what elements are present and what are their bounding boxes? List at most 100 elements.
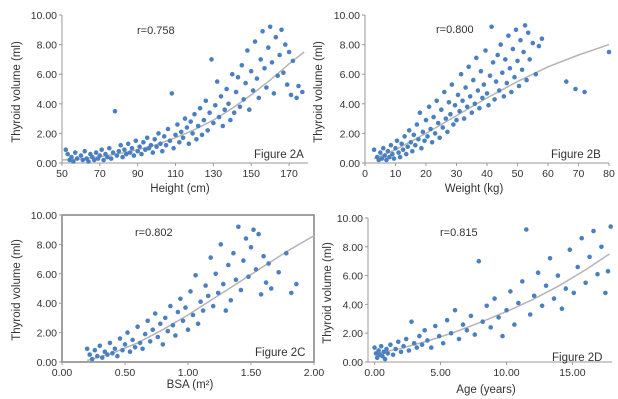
data-point bbox=[87, 352, 92, 357]
data-point bbox=[513, 27, 519, 33]
data-point bbox=[178, 129, 184, 135]
x-axis-title: Age (years) bbox=[456, 384, 516, 396]
data-point bbox=[163, 315, 168, 321]
data-point bbox=[605, 269, 611, 274]
data-point bbox=[228, 298, 234, 303]
data-point bbox=[371, 147, 377, 152]
data-point bbox=[456, 336, 462, 342]
data-point bbox=[378, 150, 383, 155]
data-point bbox=[186, 141, 192, 147]
data-point bbox=[405, 144, 411, 149]
data-point bbox=[464, 328, 470, 333]
y-axis-title: Thyroid volume (ml) bbox=[313, 41, 325, 143]
data-point bbox=[543, 283, 549, 289]
x-axis-title: Height (cm) bbox=[150, 183, 210, 195]
data-point bbox=[150, 150, 156, 155]
data-point bbox=[501, 94, 507, 99]
data-point bbox=[199, 132, 205, 138]
y-tick-label: 2.00 bbox=[37, 128, 58, 140]
data-point bbox=[422, 328, 428, 333]
data-point bbox=[466, 64, 472, 70]
data-point bbox=[115, 353, 120, 359]
data-point bbox=[207, 110, 212, 115]
data-point bbox=[203, 283, 208, 288]
data-point bbox=[483, 48, 488, 53]
data-point bbox=[122, 147, 127, 152]
data-point bbox=[428, 126, 433, 132]
data-point bbox=[163, 142, 169, 148]
data-point bbox=[409, 319, 414, 325]
panel-2c: 0.00 2.00 4.00 6.00 8.00 10.00 0.00 0.50 1.00 1.5… bbox=[11, 210, 324, 391]
data-point bbox=[455, 92, 461, 98]
data-point bbox=[248, 68, 254, 74]
data-point bbox=[195, 321, 201, 327]
data-point bbox=[460, 322, 466, 327]
x-tick-label: 30 bbox=[451, 168, 463, 180]
data-point bbox=[488, 325, 494, 330]
data-point bbox=[137, 144, 142, 149]
data-point bbox=[452, 307, 458, 313]
data-point bbox=[118, 142, 123, 148]
data-point bbox=[397, 154, 403, 160]
x-tick-label: 0 bbox=[362, 168, 368, 180]
data-point bbox=[84, 346, 90, 352]
data-point bbox=[158, 141, 163, 147]
x-tick-label: 80 bbox=[603, 168, 615, 180]
data-point bbox=[498, 42, 504, 47]
data-point bbox=[266, 261, 271, 266]
data-point bbox=[220, 123, 226, 129]
y-tick-label: 10.00 bbox=[334, 10, 360, 22]
data-point bbox=[476, 258, 482, 264]
data-point bbox=[261, 253, 266, 259]
data-point bbox=[112, 108, 118, 114]
data-point bbox=[469, 110, 475, 115]
data-point bbox=[500, 333, 505, 339]
data-point bbox=[135, 324, 140, 330]
data-point bbox=[281, 70, 286, 75]
y-tick-label: 8.00 bbox=[37, 40, 58, 52]
data-point bbox=[131, 153, 137, 158]
data-point bbox=[515, 58, 520, 64]
x-tick-label: 150 bbox=[242, 168, 260, 180]
data-point bbox=[218, 94, 224, 99]
data-point bbox=[72, 150, 78, 155]
y-tick-label: 8.00 bbox=[343, 242, 364, 254]
data-point bbox=[390, 151, 395, 157]
data-point bbox=[547, 255, 553, 261]
data-point bbox=[414, 122, 420, 127]
data-point bbox=[419, 342, 425, 348]
x-tick-label: 50 bbox=[56, 168, 68, 180]
data-point bbox=[429, 140, 435, 145]
data-point bbox=[432, 131, 438, 136]
data-points bbox=[371, 23, 612, 163]
data-point bbox=[384, 157, 389, 163]
data-point bbox=[110, 350, 115, 356]
data-point bbox=[71, 159, 76, 164]
data-point bbox=[388, 342, 393, 348]
data-point bbox=[177, 140, 182, 145]
data-point bbox=[518, 37, 523, 43]
data-point bbox=[214, 79, 220, 84]
data-point bbox=[231, 250, 236, 256]
data-point bbox=[520, 279, 525, 284]
data-point bbox=[154, 144, 159, 149]
data-point bbox=[506, 33, 511, 38]
data-point bbox=[127, 150, 133, 155]
data-point bbox=[273, 34, 279, 40]
data-point bbox=[288, 92, 294, 98]
x-tick-label: 0.50 bbox=[115, 367, 136, 379]
y-tick-label: 6.00 bbox=[340, 69, 361, 81]
data-point bbox=[173, 132, 178, 138]
data-point bbox=[266, 45, 271, 50]
data-point bbox=[78, 153, 84, 158]
data-point bbox=[507, 66, 513, 71]
data-point bbox=[436, 333, 442, 339]
data-point bbox=[284, 82, 290, 87]
panel-2b: 0.00 2.00 4.00 6.00 8.00 10.00 0 10 20 30 40 50 60 70… bbox=[313, 10, 615, 195]
data-point bbox=[226, 101, 231, 107]
data-point bbox=[464, 104, 470, 110]
data-point bbox=[236, 224, 241, 230]
data-point bbox=[521, 49, 526, 55]
data-point bbox=[385, 351, 391, 356]
data-point bbox=[394, 138, 400, 144]
